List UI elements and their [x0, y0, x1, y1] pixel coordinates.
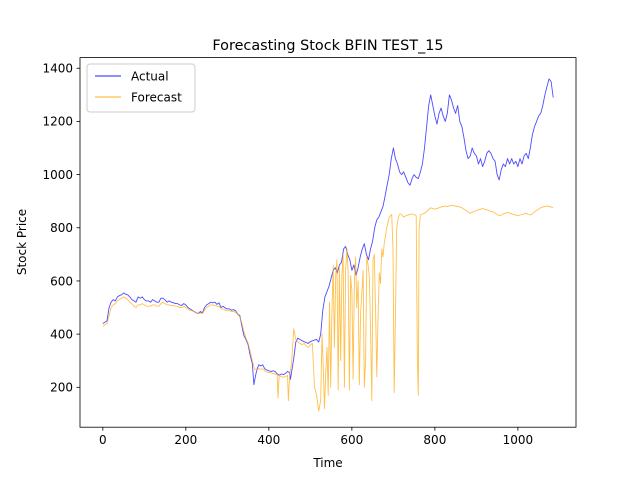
- x-tick-label: 600: [340, 433, 363, 447]
- x-tick-label: 800: [423, 433, 446, 447]
- plot-frame: [79, 57, 577, 428]
- x-axis-label: Time: [312, 456, 342, 470]
- y-tick-label: 200: [50, 381, 73, 395]
- y-tick-label: 1400: [42, 62, 73, 76]
- legend-label-forecast: Forecast: [131, 91, 182, 105]
- y-tick-label: 1200: [42, 115, 73, 129]
- y-tick-label: 800: [50, 221, 73, 235]
- y-tick-label: 600: [50, 274, 73, 288]
- legend-label-actual: Actual: [131, 70, 169, 84]
- chart-title: Forecasting Stock BFIN TEST_15: [212, 38, 443, 54]
- y-axis: 200 400 600 800 1000 1200 1400: [42, 62, 80, 395]
- x-tick-label: 200: [174, 433, 197, 447]
- x-tick-label: 0: [99, 433, 107, 447]
- series-layer: [102, 78, 554, 412]
- series-line-forecast: [102, 204, 554, 412]
- x-tick-label: 1000: [503, 433, 534, 447]
- series-line-actual: [102, 78, 554, 386]
- y-axis-label: Stock Price: [15, 209, 29, 275]
- plot-area: [79, 57, 577, 428]
- legend: Actual Forecast: [86, 63, 196, 113]
- y-tick-label: 1000: [42, 168, 73, 182]
- x-axis: 0 200 400 600 800 1000: [99, 427, 533, 447]
- y-tick-label: 400: [50, 327, 73, 341]
- x-tick-label: 400: [257, 433, 280, 447]
